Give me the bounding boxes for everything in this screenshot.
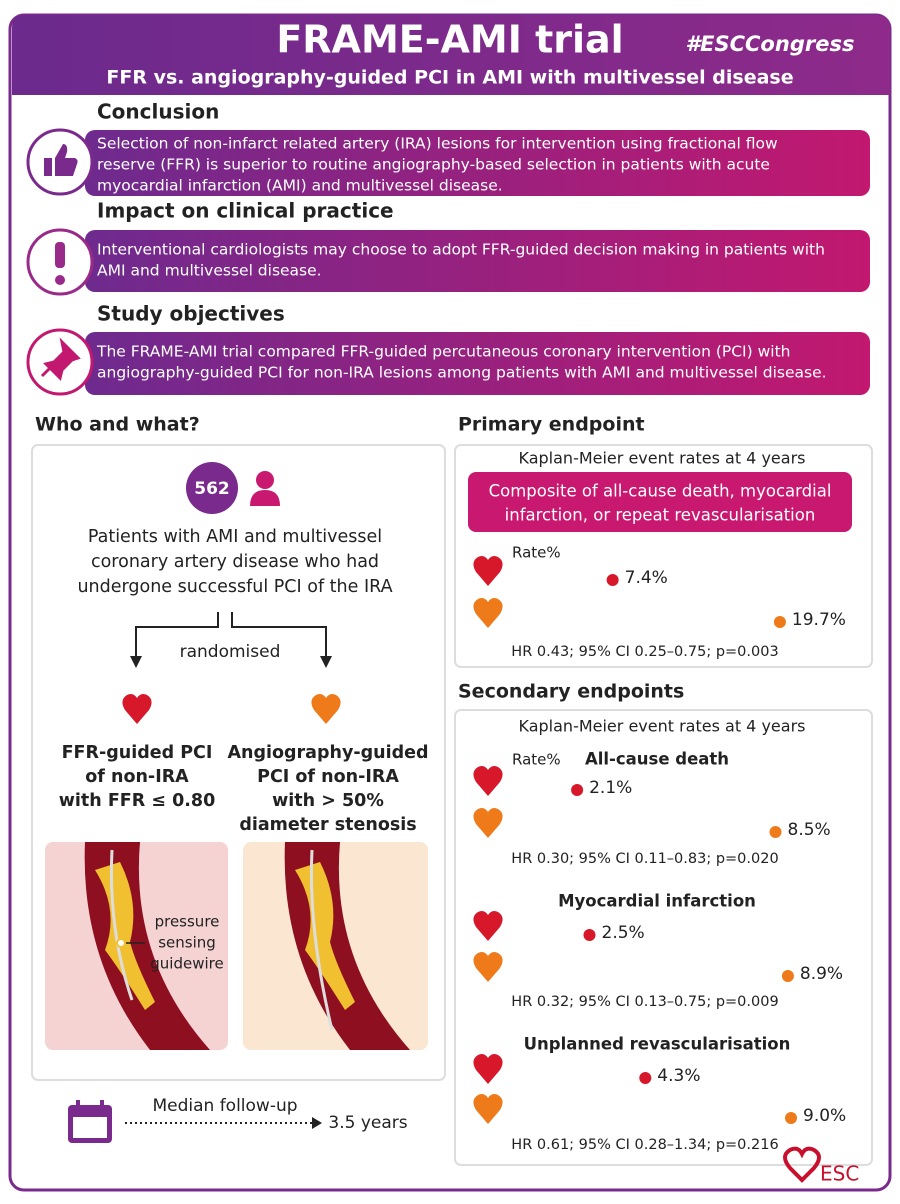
section-text: myocardial infarction (AMI) and multives… (97, 177, 503, 195)
heart-icon (473, 598, 503, 628)
heart-icon (473, 1054, 503, 1084)
person-icon (250, 471, 280, 506)
rate-dot (606, 574, 619, 586)
section-heading: Study objectives (97, 302, 285, 326)
rate-dot (781, 970, 794, 982)
primary-subheading: Kaplan-Meier event rates at 4 years (519, 449, 806, 468)
section-heading: Conclusion (97, 100, 219, 124)
esc-heart (783, 1146, 821, 1183)
followup-label: Median follow-up (152, 1096, 297, 1116)
who-description: undergone successful PCI of the IRA (77, 577, 392, 597)
secondary-subheading: Kaplan-Meier event rates at 4 years (519, 717, 806, 736)
section-text: reserve (FFR) is superior to routine ang… (97, 156, 770, 174)
section-heading: Impact on clinical practice (97, 199, 394, 223)
arrowhead (312, 1117, 322, 1129)
rate-label: 8.9% (800, 964, 843, 984)
who-heading: Who and what? (35, 414, 200, 436)
primary-stats: HR 0.43; 95% CI 0.25–0.75; p=0.003 (511, 644, 778, 660)
followup-value: 3.5 years (328, 1113, 407, 1133)
calendar-icon (68, 1100, 112, 1143)
section-text: Interventional cardiologists may choose … (97, 241, 825, 259)
count: 562 (194, 479, 230, 499)
arm-label: diameter stenosis (239, 815, 416, 835)
endpoint-name: Myocardial infarction (558, 892, 756, 911)
section-text: Selection of non-infarct related artery … (97, 135, 778, 153)
guidewire-label: pressure (155, 913, 220, 931)
arm-label: PCI of non-IRA (257, 767, 399, 787)
section-box (85, 130, 870, 196)
heart-icon (122, 694, 152, 724)
rate-label: 7.4% (625, 568, 668, 588)
rate-dot (583, 929, 596, 941)
guidewire-label: sensing (158, 934, 216, 952)
heart-icon (473, 766, 503, 796)
endpoint-stats: HR 0.61; 95% CI 0.28–1.34; p=0.216 (511, 1137, 778, 1153)
heart-icon (473, 556, 503, 586)
arm-label: Angiography-guided (227, 743, 428, 763)
artery-drawings (84, 842, 410, 1050)
rate-label: 9.0% (803, 1106, 846, 1126)
endpoint-stats: HR 0.30; 95% CI 0.11–0.83; p=0.020 (511, 851, 778, 867)
heart-icon (473, 911, 503, 941)
rate-label: 2.1% (589, 778, 632, 798)
primary-box-text: infarction, or repeat revascularisation (505, 506, 816, 525)
section-text: AMI and multivessel disease. (97, 262, 322, 280)
arm-label: with FFR ≤ 0.80 (59, 791, 216, 811)
who-description: coronary artery disease who had (91, 552, 379, 572)
hashtag: #ESCCongress (686, 32, 855, 56)
rate-dot (769, 826, 782, 838)
heart-icon (473, 952, 503, 982)
rate-dot (639, 1072, 652, 1084)
logo: ESC (820, 1162, 859, 1186)
arm-label: with > 50% (272, 791, 384, 811)
randomised: randomised (180, 642, 281, 662)
rate-dot (785, 1112, 797, 1124)
heart-icon (473, 808, 503, 838)
section-box (85, 230, 870, 292)
endpoint-name: Unplanned revascularisation (524, 1035, 791, 1054)
randomise-arrows (135, 612, 327, 659)
arm-label: of non-IRA (85, 767, 189, 787)
who-description: Patients with AMI and multivessel (88, 527, 382, 547)
heart-icon (311, 694, 341, 724)
secondary-panel (454, 709, 873, 1166)
subtitle: FFR vs. angiography-guided PCI in AMI wi… (106, 67, 793, 89)
title: FRAME-AMI trial (276, 18, 623, 62)
rate-label: 2.5% (602, 923, 645, 943)
primary-heading: Primary endpoint (458, 414, 645, 436)
section-text: angiography-guided PCI for non-IRA lesio… (97, 364, 827, 382)
header-band (12, 15, 890, 95)
rate-label: 4.3% (657, 1066, 700, 1086)
rate-label: 19.7% (792, 610, 846, 630)
secondary-heading: Secondary endpoints (458, 681, 684, 703)
rate-axis-label: Rate% (512, 544, 561, 562)
guidewire-label: guidewire (150, 955, 223, 973)
rate-dot (773, 616, 786, 628)
heart-icon (473, 1094, 503, 1124)
rate-axis-label: Rate% (512, 751, 561, 769)
rate-label: 8.5% (788, 820, 831, 840)
primary-box-text: Composite of all-cause death, myocardial (489, 482, 832, 501)
section-box (85, 332, 870, 395)
primary-box (468, 472, 852, 532)
endpoint-name: All-cause death (585, 750, 729, 769)
count-circle (186, 462, 238, 514)
rate-dot (571, 784, 584, 796)
endpoint-stats: HR 0.32; 95% CI 0.13–0.75; p=0.009 (511, 994, 778, 1010)
arm-label: FFR-guided PCI (62, 743, 213, 763)
icons (26, 128, 94, 396)
section-text: The FRAME-AMI trial compared FFR-guided … (96, 343, 790, 361)
